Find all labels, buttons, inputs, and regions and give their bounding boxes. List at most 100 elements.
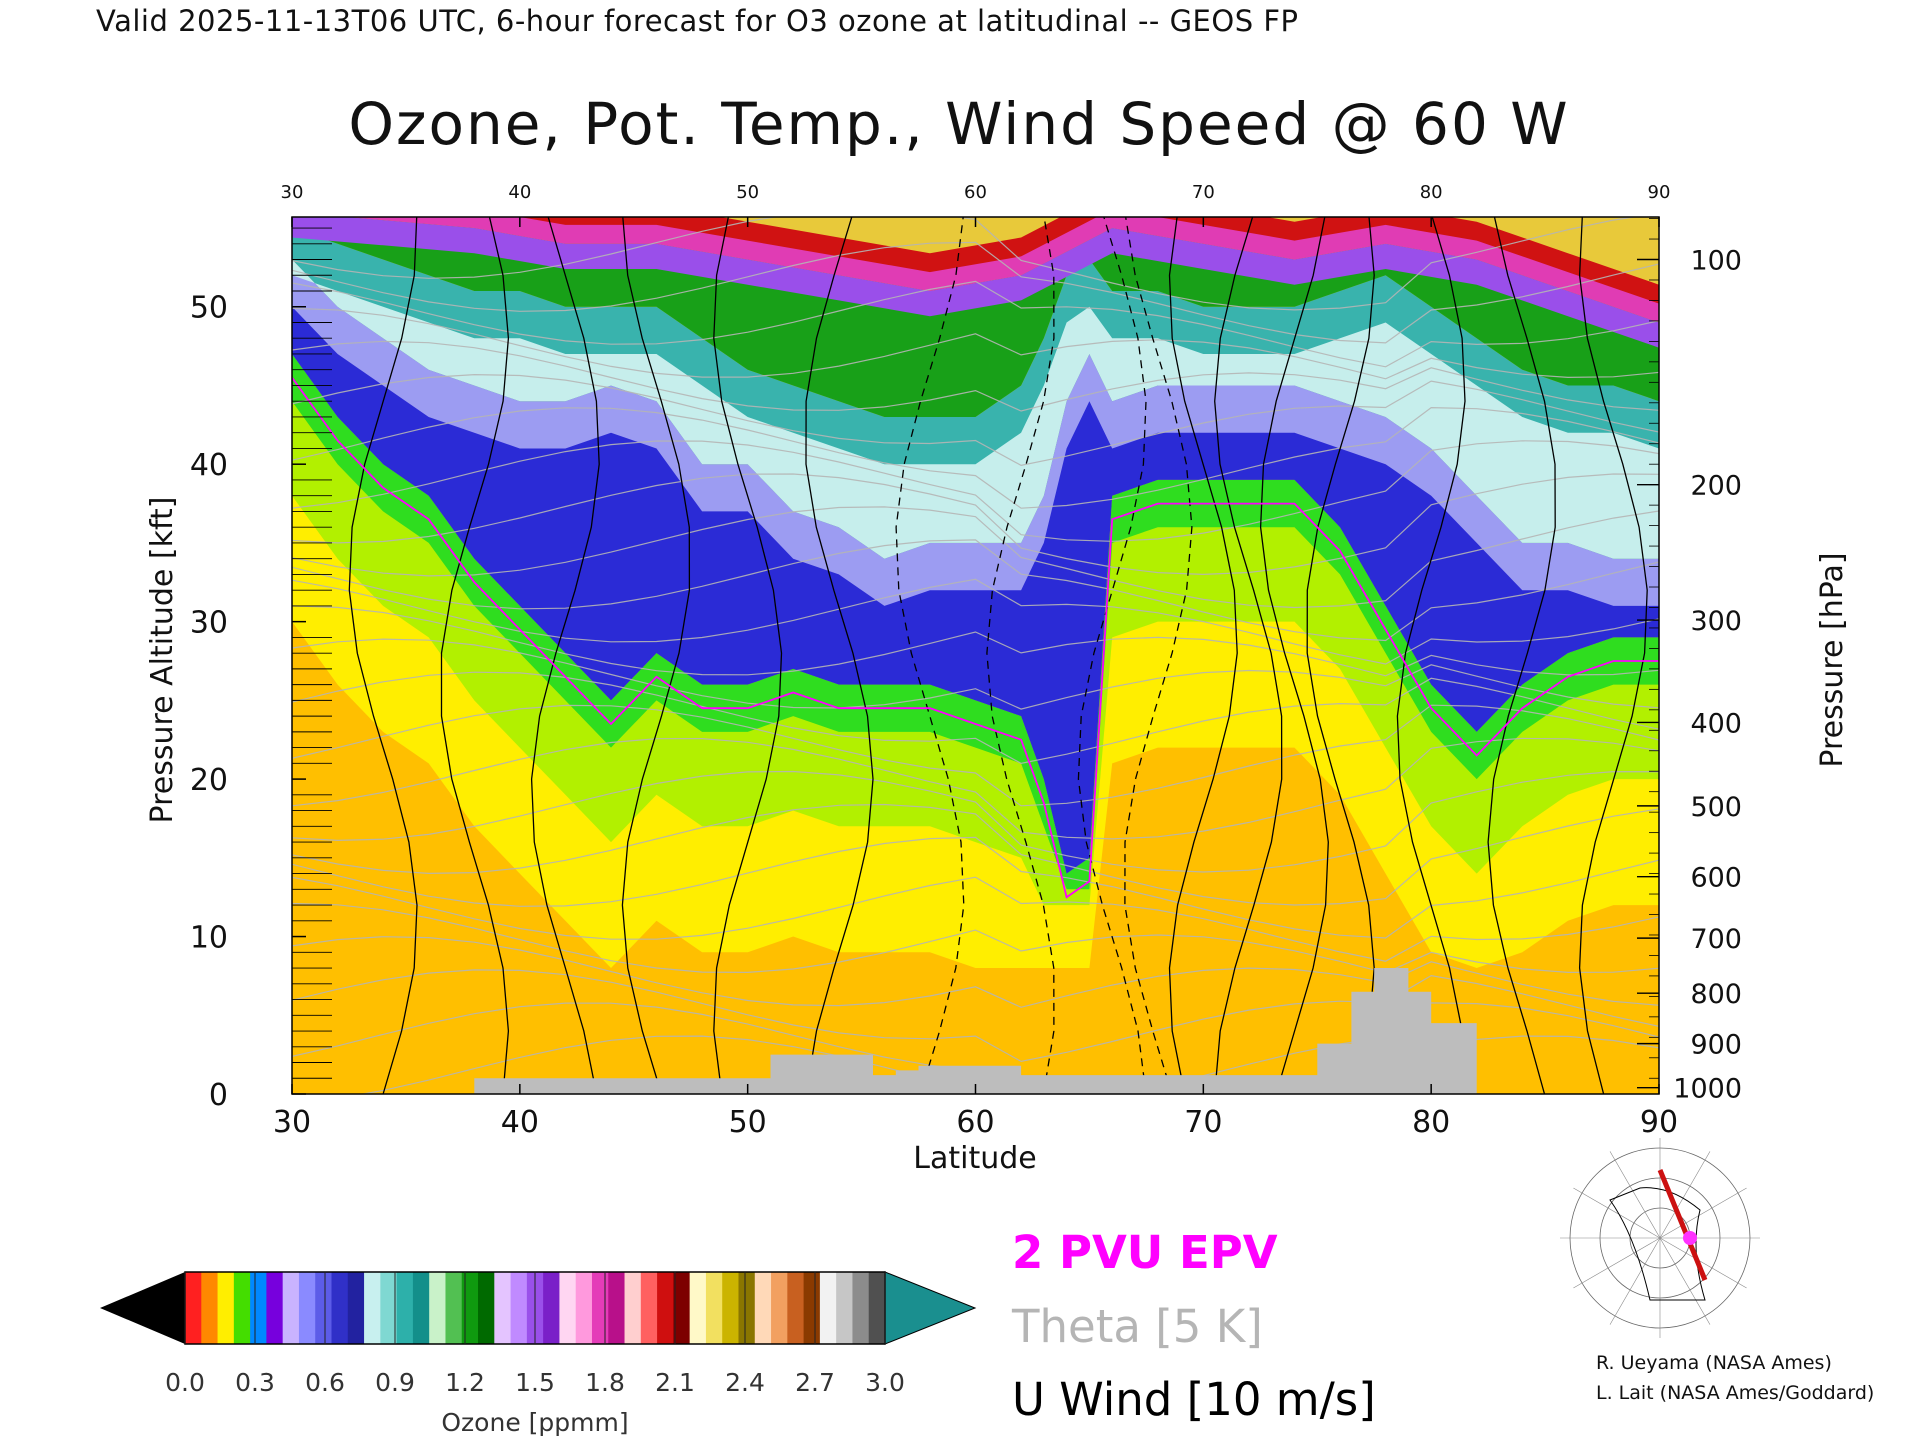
pressure-tick-label: 600	[1690, 863, 1742, 894]
x-tick-top-label: 90	[1648, 182, 1671, 203]
pressure-tick-label: 700	[1690, 924, 1742, 955]
colorbar-swatch	[233, 1272, 251, 1344]
colorbar-swatch	[657, 1272, 674, 1344]
axes: 3030404050506060707080809090010203040501…	[145, 182, 1850, 1176]
colorbar-tick-label: 0.9	[375, 1368, 415, 1397]
theta-contour	[292, 578, 1659, 665]
colorbar-swatch	[608, 1272, 626, 1344]
uwind-contour	[1168, 217, 1238, 1094]
ozone-band-magenta	[346, 217, 1659, 323]
theta-contour	[292, 440, 1659, 542]
theta-contour	[292, 373, 1659, 467]
y-tick-label: 40	[190, 448, 228, 483]
colorbar-swatch	[315, 1272, 333, 1344]
ozone-band-teal	[292, 228, 1659, 559]
colorbar-tick-label: 0.6	[305, 1368, 345, 1397]
uwind-contour	[1214, 217, 1283, 1094]
theta-contour	[292, 704, 1659, 807]
epv-2pvu-line	[292, 377, 1659, 899]
colorbar-swatch	[787, 1272, 805, 1344]
map-transect-line	[1657, 1169, 1708, 1281]
uwind-contour	[895, 217, 965, 1094]
map-meridian	[1659, 1237, 1747, 1289]
colorbar-swatch	[819, 1272, 837, 1344]
colorbar-swatch	[185, 1272, 202, 1344]
x-tick-top-label: 30	[281, 182, 304, 203]
map-meridian	[1659, 1237, 1711, 1325]
colorbar-tick-label: 1.2	[445, 1368, 485, 1397]
ozone-band-violet	[292, 217, 1659, 348]
colorbar-swatch	[575, 1272, 593, 1344]
theta-contour	[292, 902, 1659, 974]
theta-contour	[292, 876, 1659, 962]
colorbar-swatch	[852, 1272, 870, 1344]
colorbar: 0.0 0.3 0.6 0.9 1.2 1.5 1.8 2.1 2.4 2.7 3.0 Ozone […	[100, 1271, 977, 1437]
uwind-contour	[348, 217, 418, 1094]
x-tick-top-label: 80	[1420, 182, 1443, 203]
theta-contour	[292, 605, 1659, 677]
theta-contour	[292, 307, 1659, 380]
colorbar-tick-label: 0.0	[165, 1368, 205, 1397]
uwind-contour	[440, 217, 510, 1094]
pressure-tick-label: 200	[1690, 471, 1742, 502]
x-tick-top-label: 40	[508, 182, 531, 203]
x-tick-label: 90	[1640, 1105, 1678, 1140]
map-meridian	[1573, 1237, 1661, 1289]
pressure-tick-label: 100	[1690, 246, 1742, 277]
theta-contour	[292, 770, 1659, 873]
theta-contour	[292, 539, 1659, 642]
theta-contour	[292, 280, 1659, 368]
colorbar-swatch	[705, 1272, 723, 1344]
colorbar-tick-label: 1.8	[585, 1368, 625, 1397]
colorbar-swatch	[396, 1272, 414, 1344]
colorbar-over-arrow	[884, 1271, 977, 1345]
theta-contour	[292, 241, 1659, 344]
uwind-contour	[1306, 217, 1375, 1094]
terrain-mask	[292, 968, 1659, 1094]
pressure-tick-label: 400	[1690, 708, 1742, 739]
map-meridian	[1659, 1187, 1747, 1239]
uwind-contour	[530, 217, 600, 1094]
colorbar-tick-label: 2.4	[725, 1368, 765, 1397]
colorbar-swatch	[250, 1272, 267, 1344]
uwind-contour	[1259, 217, 1329, 1094]
colorbar-swatch	[217, 1272, 235, 1344]
credit-line-2: L. Lait (NASA Ames/Goddard)	[1596, 1382, 1875, 1404]
theta-contour	[292, 671, 1659, 765]
legend-uwind: U Wind [10 m/s]	[1012, 1373, 1376, 1426]
map-meridian	[1609, 1151, 1661, 1239]
uwind-contour	[805, 217, 874, 1094]
pressure-tick-label: 300	[1690, 606, 1742, 637]
x-tick-label: 30	[273, 1105, 311, 1140]
colorbar-swatch	[591, 1272, 609, 1344]
colorbar-swatch	[331, 1272, 349, 1344]
colorbar-swatch	[754, 1272, 772, 1344]
theta-contour	[292, 340, 1659, 412]
colorbar-swatch	[689, 1272, 707, 1344]
theta-contour	[292, 473, 1659, 576]
pressure-tick-label: 1000	[1673, 1074, 1742, 1105]
map-meridian	[1609, 1237, 1661, 1325]
y-tick-label: 0	[209, 1078, 228, 1113]
colorbar-tick-label: 2.1	[655, 1368, 695, 1397]
y-axis-label: Pressure Altitude [kft]	[145, 497, 180, 824]
colorbar-swatch	[868, 1272, 886, 1344]
colorbar-swatch	[673, 1272, 691, 1344]
pressure-tick-label: 500	[1690, 792, 1742, 823]
theta-contour	[292, 406, 1659, 509]
uwind-contour	[621, 217, 691, 1094]
colorbar-swatch	[836, 1272, 854, 1344]
colorbar-swatch	[771, 1272, 788, 1344]
y-tick-label: 20	[190, 763, 228, 798]
theta-contour	[292, 737, 1659, 840]
ozone-band-lightblue	[292, 259, 1659, 606]
colorbar-swatch	[412, 1272, 430, 1344]
x-tick-top-label: 70	[1192, 182, 1215, 203]
colorbar-tick-label: 2.7	[795, 1368, 835, 1397]
uwind-contour	[1124, 217, 1193, 1094]
colorbar-swatch	[624, 1272, 642, 1344]
chart-title: Ozone, Pot. Temp., Wind Speed @ 60 W	[0, 90, 1920, 158]
map-location-marker	[1683, 1231, 1697, 1245]
legend-epv: 2 PVU EPV	[1012, 1226, 1278, 1279]
uwind-contour	[713, 217, 783, 1094]
